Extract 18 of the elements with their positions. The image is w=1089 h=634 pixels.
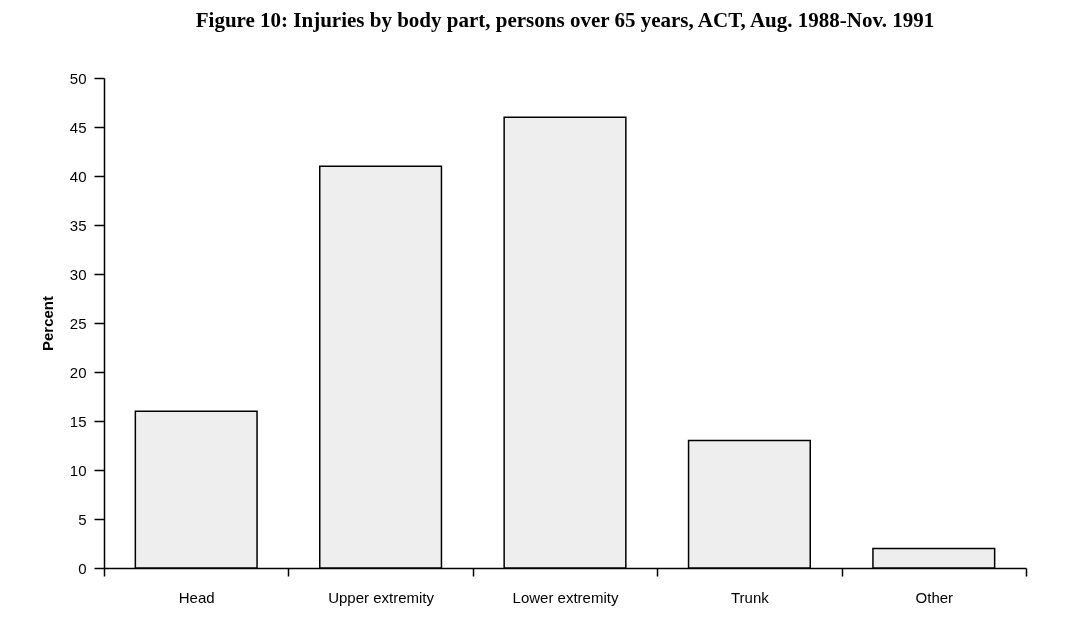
y-tick-label: 20 <box>69 363 87 381</box>
x-tick-label: Upper extremity <box>328 588 435 606</box>
chart-title: Figure 10: Injuries by body part, persons over 65 years, ACT, Aug. 1988-Nov. 1991 <box>195 8 935 32</box>
x-tick-label: Trunk <box>731 588 770 606</box>
y-tick-label: 35 <box>69 216 87 234</box>
y-tick-label: 15 <box>69 412 87 430</box>
y-tick-label: 45 <box>69 118 87 136</box>
y-tick-label: 10 <box>69 461 87 479</box>
y-tick-label: 5 <box>78 510 87 528</box>
x-tick-label: Lower extremity <box>512 588 619 606</box>
y-tick-label: 25 <box>69 314 87 332</box>
x-tick-label: Head <box>178 588 215 606</box>
x-tick-label: Other <box>915 588 954 606</box>
y-tick-label: 30 <box>69 265 87 283</box>
y-tick-label: 40 <box>69 167 87 185</box>
y-tick-label: 0 <box>78 559 87 577</box>
y-tick-label: 50 <box>69 69 87 87</box>
y-axis-title: Percent <box>38 295 56 352</box>
